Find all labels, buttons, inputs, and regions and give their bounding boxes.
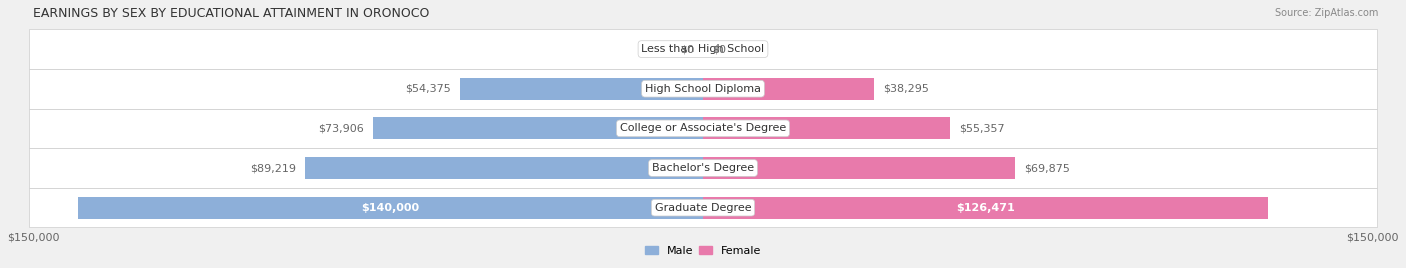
Text: High School Diploma: High School Diploma — [645, 84, 761, 94]
Bar — [305, 157, 703, 179]
Bar — [703, 157, 1015, 179]
Text: $126,471: $126,471 — [956, 203, 1015, 213]
Text: $0: $0 — [711, 44, 725, 54]
Text: Bachelor's Degree: Bachelor's Degree — [652, 163, 754, 173]
Bar — [28, 109, 1378, 148]
Bar — [77, 197, 703, 219]
Bar — [28, 69, 1378, 109]
Text: $38,295: $38,295 — [883, 84, 929, 94]
Text: $55,357: $55,357 — [959, 123, 1005, 133]
Legend: Male, Female: Male, Female — [640, 241, 766, 260]
Text: Less than High School: Less than High School — [641, 44, 765, 54]
Text: $69,875: $69,875 — [1024, 163, 1070, 173]
Text: $0: $0 — [681, 44, 695, 54]
Bar — [703, 197, 1268, 219]
Text: EARNINGS BY SEX BY EDUCATIONAL ATTAINMENT IN ORONOCO: EARNINGS BY SEX BY EDUCATIONAL ATTAINMEN… — [34, 7, 430, 20]
Bar — [28, 148, 1378, 188]
Text: $89,219: $89,219 — [250, 163, 295, 173]
Text: $54,375: $54,375 — [405, 84, 451, 94]
Bar — [703, 117, 950, 139]
Text: Graduate Degree: Graduate Degree — [655, 203, 751, 213]
Text: $73,906: $73,906 — [318, 123, 364, 133]
Bar — [28, 188, 1378, 228]
Bar — [703, 78, 875, 100]
Bar — [28, 29, 1378, 69]
Bar — [373, 117, 703, 139]
Text: College or Associate's Degree: College or Associate's Degree — [620, 123, 786, 133]
Bar — [460, 78, 703, 100]
Text: $140,000: $140,000 — [361, 203, 419, 213]
Text: Source: ZipAtlas.com: Source: ZipAtlas.com — [1274, 8, 1378, 18]
